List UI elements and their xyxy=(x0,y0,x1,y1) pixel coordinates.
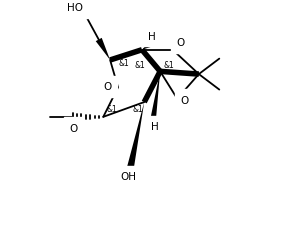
Text: O: O xyxy=(176,38,184,48)
Text: H: H xyxy=(148,32,156,41)
Polygon shape xyxy=(127,103,144,168)
Polygon shape xyxy=(142,43,152,51)
Text: &1: &1 xyxy=(107,105,117,114)
Text: O: O xyxy=(69,123,78,133)
Text: &1: &1 xyxy=(163,61,174,70)
Text: &1: &1 xyxy=(132,105,143,114)
Text: O: O xyxy=(104,82,112,92)
Text: H: H xyxy=(151,122,158,132)
Polygon shape xyxy=(96,39,110,61)
Polygon shape xyxy=(151,72,160,119)
Text: &1: &1 xyxy=(134,61,145,70)
Text: HO: HO xyxy=(67,3,83,13)
Text: O: O xyxy=(180,95,189,105)
Text: &1: &1 xyxy=(118,58,129,68)
Text: OH: OH xyxy=(120,172,136,182)
